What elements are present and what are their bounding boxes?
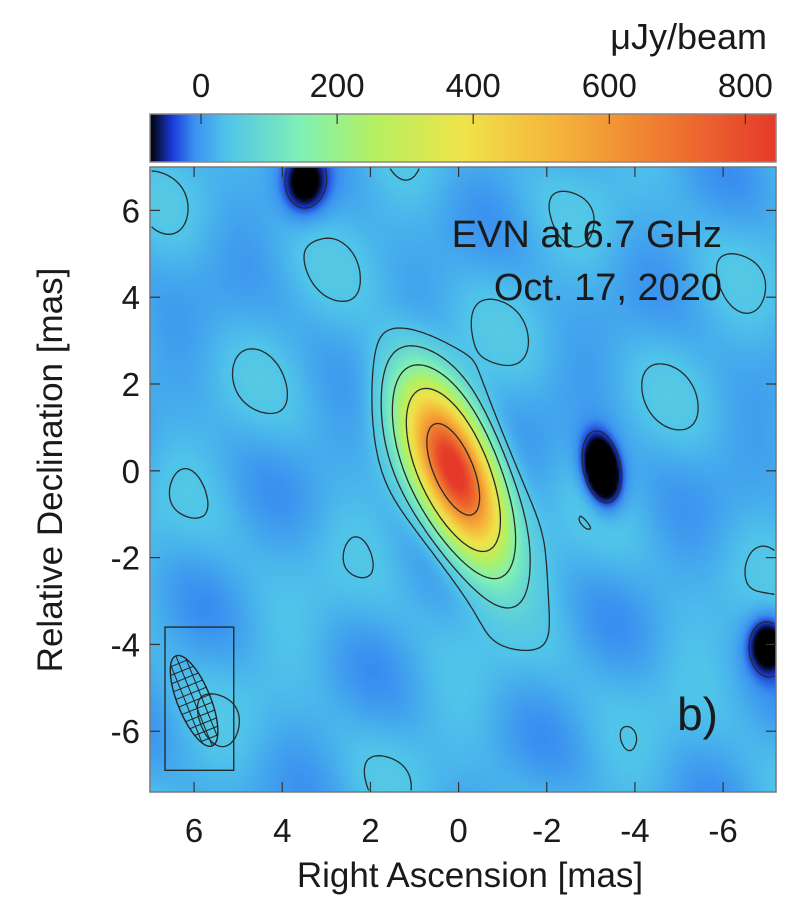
x-tick-label: -6 [708,812,737,849]
colorbar-tick-label: 400 [446,67,501,104]
colorbar-tick-label: 0 [192,67,210,104]
y-tick-label: -6 [111,713,140,750]
positive-contour [151,168,775,791]
positive-contour [426,422,481,516]
positive-contour [391,364,517,580]
y-tick-label: -2 [111,540,140,577]
x-tick-label: 0 [449,812,467,849]
positive-contour [380,345,531,609]
negative-contour [284,168,775,678]
beam-ellipse [160,626,235,771]
colorbar-ticks [200,114,746,124]
beam-box [164,626,235,771]
axis-ticks [150,167,776,792]
y-tick-label: 6 [122,192,140,229]
panel-label: b) [677,688,718,740]
y-axis-label: Relative Declination [mas] [31,268,70,673]
plot-frame [149,166,777,793]
beam-hatch [160,649,228,753]
y-tick-label: 4 [122,279,140,316]
positive-contour [405,387,502,553]
colorbar-tick-labels: 0 200 400 600 800 [192,67,773,104]
chart-subtitle: Oct. 17, 2020 [494,267,722,309]
x-tick-labels: 6 4 2 0 -2 -4 -6 [185,812,738,849]
x-tick-label: 4 [273,812,291,849]
y-tick-label: 2 [122,366,140,403]
beam-hatch-group [160,649,228,753]
chart-title: EVN at 6.7 GHz [452,214,722,256]
x-tick-label: -2 [532,812,561,849]
colorbar [149,113,777,163]
colorbar-tick-label: 800 [718,67,773,104]
y-tick-labels: 6 4 2 0 -2 -4 -6 [111,192,140,750]
heatmap-image [150,167,776,792]
colorbar-tick-label: 600 [582,67,637,104]
colorbar-label: μJy/beam [610,16,767,57]
contours [151,168,775,791]
y-tick-label: 0 [122,453,140,490]
beam-outline [169,654,219,747]
x-axis-label: Right Ascension [mas] [297,856,643,895]
colorbar-tick-label: 200 [310,67,365,104]
y-tick-label: -4 [111,626,140,663]
x-tick-label: 2 [361,812,379,849]
x-tick-label: -4 [620,812,649,849]
x-tick-label: 6 [185,812,203,849]
